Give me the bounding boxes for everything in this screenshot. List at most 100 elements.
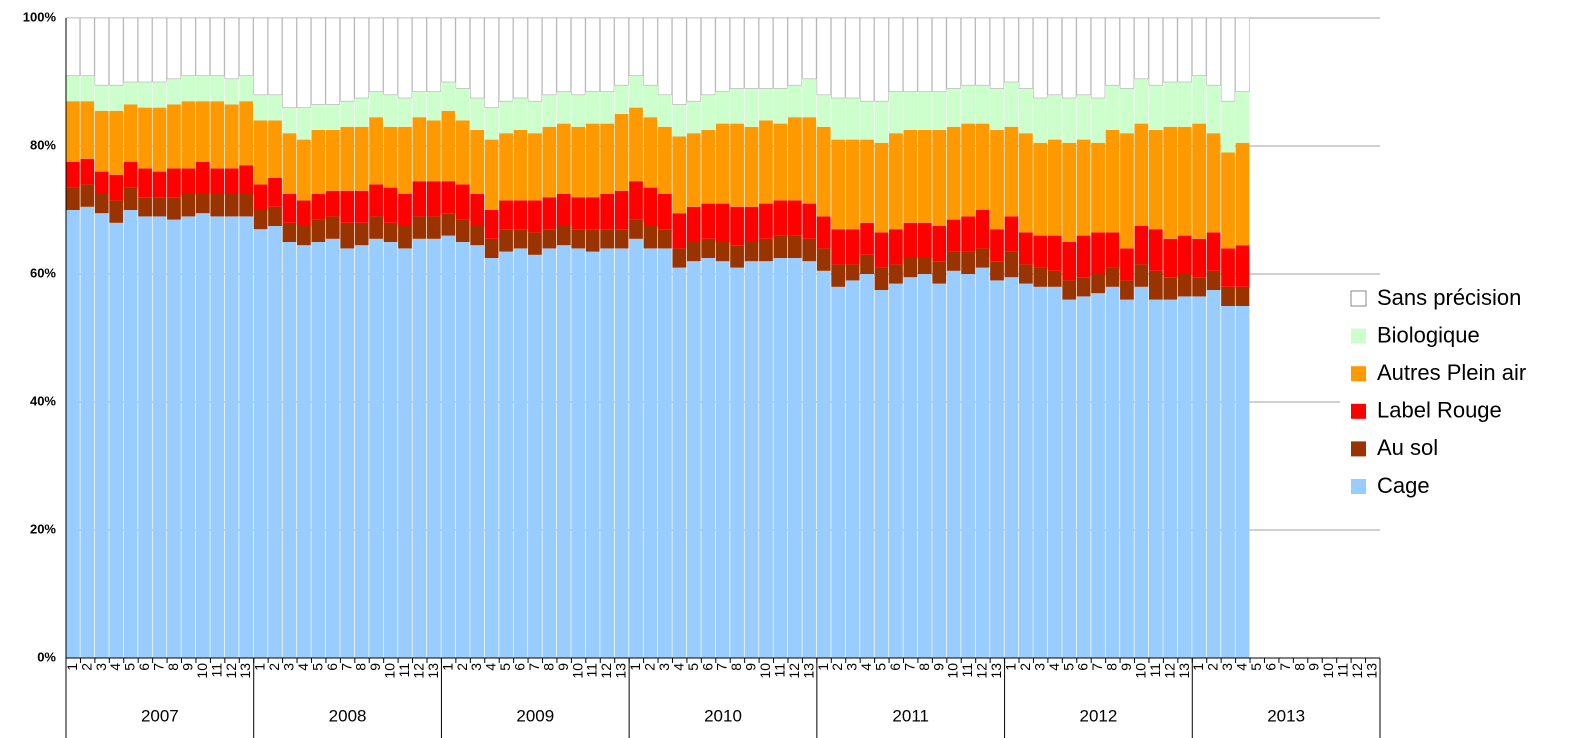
bar-segment — [773, 88, 788, 124]
bar-segment — [946, 251, 961, 271]
bar-segment — [297, 226, 311, 246]
bar-segment — [426, 238, 441, 659]
bar-segment — [80, 184, 95, 207]
bar-segment — [354, 190, 369, 223]
bar-segment — [831, 264, 846, 287]
bar-segment — [629, 75, 643, 108]
bar-segment — [1004, 82, 1019, 127]
bar-segment — [397, 17, 413, 99]
x-tick-label: 6 — [324, 663, 340, 671]
bar-segment — [224, 78, 239, 105]
bar-segment — [65, 17, 81, 76]
bar-segment — [686, 17, 701, 102]
bar-segment — [672, 136, 687, 214]
x-tick-label: 6 — [1075, 663, 1091, 671]
bar-segment — [730, 245, 744, 268]
bar-segment — [109, 222, 124, 659]
bar-segment — [383, 222, 398, 242]
bar-segment — [181, 17, 196, 76]
bar-segment — [643, 85, 658, 118]
x-tick-label: 1 — [1190, 663, 1206, 671]
bar-segment — [643, 248, 658, 658]
bar-segment — [513, 229, 528, 249]
bar-segment — [744, 17, 759, 89]
bar-segment — [368, 17, 384, 92]
bar-segment — [325, 17, 340, 105]
bar-segment — [1004, 17, 1019, 83]
bar-segment — [470, 194, 485, 226]
bar-segment — [138, 168, 152, 198]
bar-segment — [354, 126, 369, 191]
bar-segment — [268, 94, 282, 121]
bar-segment — [1004, 126, 1019, 217]
bar-segment — [1177, 296, 1192, 658]
bar-segment — [816, 94, 831, 127]
bar-segment — [325, 104, 340, 130]
bar-segment — [152, 197, 167, 217]
bar-segment — [859, 17, 875, 102]
bar-segment — [426, 91, 441, 121]
bar-segment — [1191, 17, 1207, 76]
bar-segment — [1033, 142, 1048, 236]
bar-segment — [614, 85, 629, 114]
x-tick-label: 12 — [974, 663, 990, 679]
bar-segment — [932, 130, 947, 226]
x-tick-label: 10 — [1320, 663, 1336, 679]
bar-segment — [701, 203, 716, 239]
bar-segment — [383, 126, 398, 188]
bar-segment — [845, 229, 860, 265]
bar-segment — [802, 238, 817, 262]
x-tick-label: 4 — [295, 663, 311, 671]
y-tick-label: 20% — [30, 521, 56, 536]
bar-segment — [773, 235, 788, 258]
x-tick-label: 3 — [1031, 663, 1047, 671]
bar-segment — [513, 98, 528, 130]
bar-segment — [599, 17, 615, 92]
bar-segment — [152, 216, 167, 658]
bar-segment — [802, 261, 817, 658]
bar-segment — [889, 283, 903, 658]
bar-segment — [658, 194, 672, 230]
bar-segment — [80, 75, 95, 102]
bar-segment — [787, 200, 802, 236]
bar-segment — [715, 91, 730, 124]
bar-segment — [874, 232, 889, 268]
bar-segment — [1192, 296, 1207, 658]
bar-segment — [571, 248, 586, 658]
x-tick-label: 1 — [439, 663, 455, 671]
bar-segment — [744, 261, 759, 658]
bar-segment — [455, 88, 470, 121]
bar-segment — [1206, 17, 1221, 86]
bar-segment — [629, 238, 643, 659]
bar-segment — [672, 267, 687, 658]
bar-segment — [109, 110, 124, 175]
bar-segment — [123, 104, 138, 162]
x-tick-label: 7 — [151, 663, 167, 671]
bar-segment — [1177, 274, 1192, 297]
bar-segment — [383, 17, 398, 96]
x-tick-label: 9 — [930, 663, 946, 671]
x-tick-label: 8 — [353, 663, 369, 671]
bar-segment — [542, 248, 557, 658]
bar-segment — [94, 110, 109, 172]
bar-segment — [1047, 270, 1062, 287]
x-tick-label: 6 — [699, 663, 715, 671]
bar-segment — [369, 216, 383, 239]
bar-segment — [412, 91, 427, 118]
bar-segment — [585, 91, 600, 124]
bar-segment — [354, 98, 369, 127]
bar-segment — [109, 174, 124, 201]
bar-segment — [816, 216, 831, 249]
bar-segment — [860, 274, 874, 658]
bar-segment — [137, 17, 153, 83]
bar-segment — [109, 17, 124, 86]
x-tick-label: 3 — [844, 663, 860, 671]
bar-segment — [253, 17, 268, 96]
bar-segment — [1091, 98, 1105, 143]
bar-segment — [238, 17, 254, 76]
x-tick-label: 3 — [93, 663, 109, 671]
x-tick-label: 2 — [78, 663, 94, 671]
x-tick-label: 6 — [136, 663, 152, 671]
bar-segment — [253, 229, 268, 658]
bar-segment — [426, 181, 441, 217]
